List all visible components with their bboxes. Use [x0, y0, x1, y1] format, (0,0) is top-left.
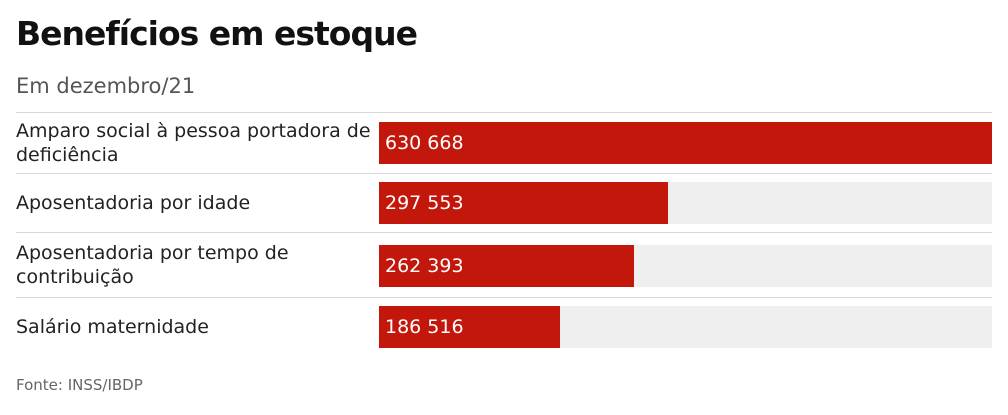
- value-label: 186 516: [385, 316, 464, 338]
- bar: 630 668: [379, 122, 992, 164]
- category-label: Aposentadoria por tempo de contribuição: [16, 242, 289, 288]
- value-label: 262 393: [385, 255, 464, 277]
- bar-chart: Amparo social à pessoa portadora de defi…: [16, 112, 992, 356]
- bar-track: 297 553: [379, 182, 992, 224]
- bar-track: 262 393: [379, 245, 992, 287]
- value-label: 630 668: [385, 132, 464, 154]
- bar-row: Salário maternidade 186 516: [16, 297, 992, 356]
- category-label: Salário maternidade: [16, 316, 209, 338]
- value-label: 297 553: [385, 192, 464, 214]
- category-label: Amparo social à pessoa portadora de defi…: [16, 120, 371, 166]
- source-note: Fonte: INSS/IBDP: [16, 376, 143, 394]
- bar: 262 393: [379, 245, 635, 287]
- bar: 186 516: [379, 306, 561, 348]
- bar-track: 630 668: [379, 122, 992, 164]
- bar-row: Aposentadoria por idade 297 553: [16, 173, 992, 232]
- chart-subtitle: Em dezembro/21: [16, 74, 196, 98]
- category-label: Aposentadoria por idade: [16, 192, 251, 214]
- chart-title: Benefícios em estoque: [16, 14, 418, 53]
- bar-row: Aposentadoria por tempo de contribuição …: [16, 232, 992, 297]
- bar: 297 553: [379, 182, 669, 224]
- bar-row: Amparo social à pessoa portadora de defi…: [16, 112, 992, 173]
- bar-track: 186 516: [379, 306, 992, 348]
